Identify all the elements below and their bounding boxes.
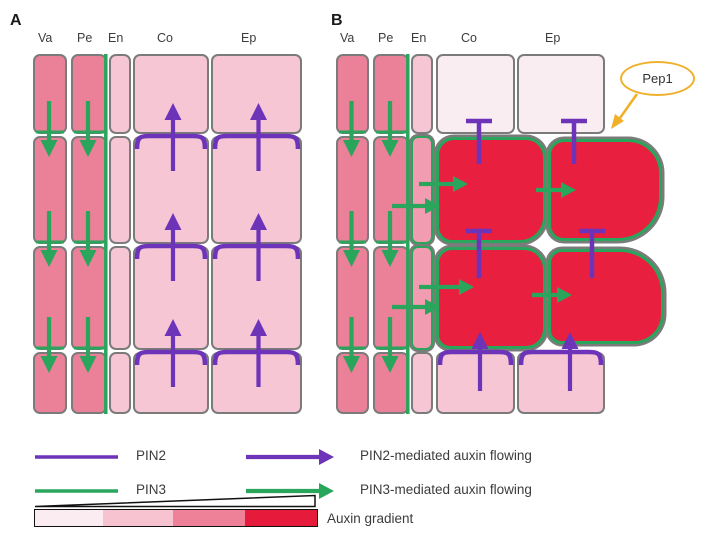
panel-a-letter: A xyxy=(10,12,22,29)
cell-b-va-row1 xyxy=(336,54,369,134)
cell-a-va-row1 xyxy=(33,54,67,134)
column-label-b-va: Va xyxy=(340,31,355,45)
cell-b-en-row2 xyxy=(411,136,433,244)
legend-pin3-arrow-head xyxy=(319,483,334,499)
cell-b-co-row2-red xyxy=(436,137,546,243)
cell-a-en-row4 xyxy=(109,352,131,414)
cell-b-co-row1 xyxy=(436,54,515,134)
cell-b-en-row1 xyxy=(411,54,433,134)
legend-pin2-label: PIN2 xyxy=(136,448,167,463)
cell-a-ep-row2 xyxy=(211,136,302,244)
cell-b-en-row3 xyxy=(411,246,433,350)
column-label-b-en: En xyxy=(411,31,427,45)
cell-a-va-row2 xyxy=(33,136,67,244)
legend-pin2-arrow-label: PIN2-mediated auxin flowing xyxy=(360,448,532,463)
cell-a-pe-row2 xyxy=(71,136,107,244)
cell-b-ep-row4 xyxy=(517,352,605,414)
cell-a-pe-row4 xyxy=(71,352,107,414)
cell-a-va-row3 xyxy=(33,246,67,350)
cell-b-pe-row3 xyxy=(373,246,409,350)
pep1-arrow-stem xyxy=(618,93,639,119)
auxin-gradient-label: Auxin gradient xyxy=(327,511,414,526)
cell-a-co-row3 xyxy=(133,246,209,350)
column-label-b-ep: Ep xyxy=(545,31,561,45)
cell-b-pe-row1 xyxy=(373,54,409,134)
cell-a-co-row2 xyxy=(133,136,209,244)
cell-b-pe-row2 xyxy=(373,136,409,244)
legend-pin3-label: PIN3 xyxy=(136,482,167,497)
pep1-arrow-head xyxy=(611,114,624,129)
cell-a-va-row4 xyxy=(33,352,67,414)
column-label-a-pe: Pe xyxy=(77,31,93,45)
pep1-callout: Pep1 xyxy=(620,61,695,96)
cell-b-en-row4 xyxy=(411,352,433,414)
panel-b-letter: B xyxy=(331,12,343,29)
cell-b-pe-row4 xyxy=(373,352,409,414)
legend-pin2-arrow-head xyxy=(319,449,334,465)
legend-pin3-arrow-label: PIN3-mediated auxin flowing xyxy=(360,482,532,497)
auxin-gradient-step-4 xyxy=(245,510,317,526)
auxin-gradient-bar xyxy=(34,509,318,527)
cell-b-va-row2 xyxy=(336,136,369,244)
column-label-a-va: Va xyxy=(38,31,53,45)
cell-b-ep-row3-red xyxy=(548,249,664,344)
column-label-b-co: Co xyxy=(461,31,477,45)
auxin-gradient-step-1 xyxy=(35,510,103,526)
column-label-b-pe: Pe xyxy=(378,31,394,45)
cell-a-ep-row4 xyxy=(211,352,302,414)
cell-a-co-row4 xyxy=(133,352,209,414)
auxin-gradient-step-3 xyxy=(173,510,246,526)
cell-a-en-row2 xyxy=(109,136,131,244)
cell-a-pe-row3 xyxy=(71,246,107,350)
cell-a-en-row3 xyxy=(109,246,131,350)
cell-b-co-row3-red xyxy=(436,247,546,349)
cell-b-ep-row2-red xyxy=(548,139,662,241)
column-label-a-en: En xyxy=(108,31,124,45)
auxin-gradient-wedge xyxy=(34,494,316,508)
cell-a-en-row1 xyxy=(109,54,131,134)
cell-b-va-row4 xyxy=(336,352,369,414)
column-label-a-ep: Ep xyxy=(241,31,257,45)
cell-a-pe-row1 xyxy=(71,54,107,134)
cell-a-co-row1 xyxy=(133,54,209,134)
cell-b-va-row3 xyxy=(336,246,369,350)
cell-a-ep-row3 xyxy=(211,246,302,350)
auxin-gradient-step-2 xyxy=(102,510,174,526)
cell-b-co-row4 xyxy=(436,352,515,414)
cell-a-ep-row1 xyxy=(211,54,302,134)
cell-b-ep-row1 xyxy=(517,54,605,134)
column-label-a-co: Co xyxy=(157,31,173,45)
